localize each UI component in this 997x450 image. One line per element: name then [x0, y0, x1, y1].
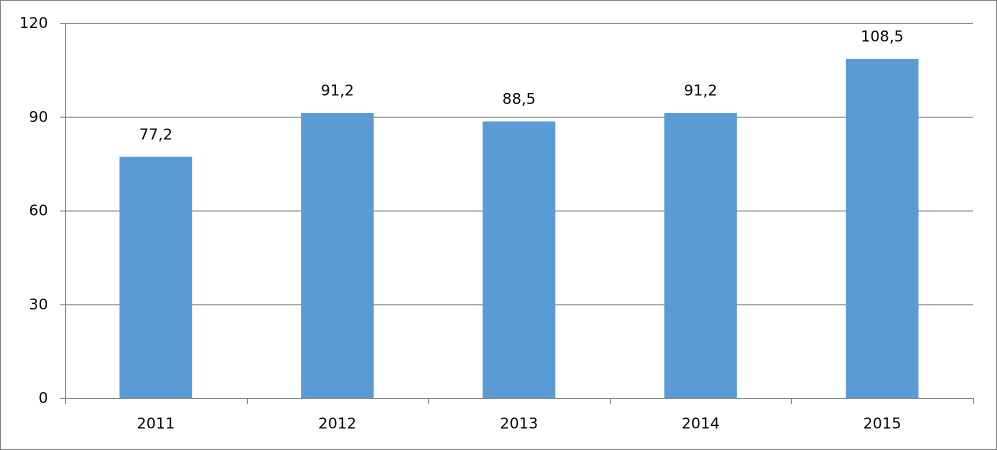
value-label: 77,2 [139, 125, 172, 143]
y-tick-label: 60 [29, 202, 48, 220]
y-tick-label: 30 [29, 295, 48, 313]
y-tick-label: 0 [38, 389, 48, 407]
x-tick-label: 2015 [863, 415, 901, 433]
value-label: 91,2 [684, 82, 717, 100]
x-tick-label: 2012 [318, 415, 356, 433]
value-label: 91,2 [321, 82, 354, 100]
x-tick-label: 2011 [137, 415, 175, 433]
bar [664, 113, 737, 398]
bar [845, 58, 919, 398]
bar [482, 121, 556, 398]
y-tick-label: 90 [29, 108, 48, 126]
bar [301, 113, 374, 398]
value-label: 88,5 [502, 90, 535, 108]
y-tick-label: 120 [19, 14, 48, 32]
value-label: 108,5 [861, 27, 904, 45]
x-tick-label: 2014 [682, 415, 720, 433]
x-tick-label: 2013 [500, 415, 538, 433]
bar [119, 156, 193, 398]
